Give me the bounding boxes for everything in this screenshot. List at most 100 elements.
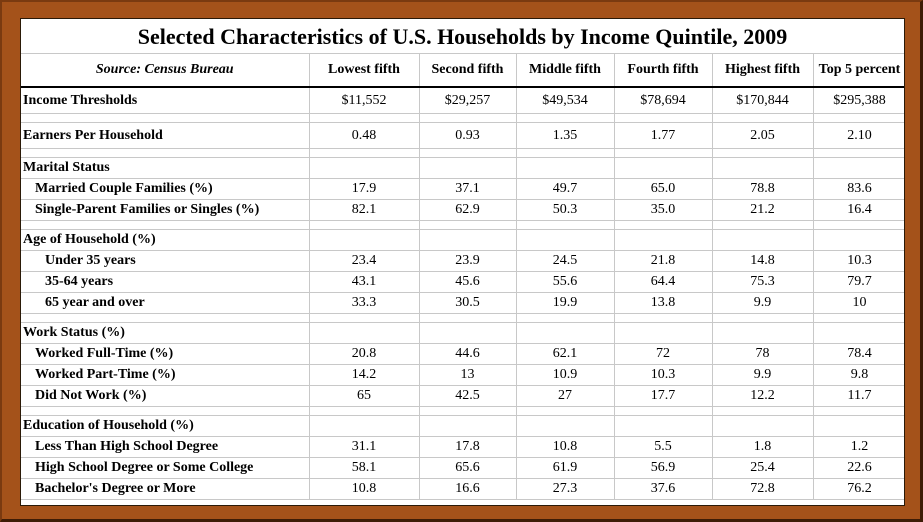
column-header: Middle fifth <box>516 53 615 88</box>
empty-cell <box>516 322 615 344</box>
spacer-cell <box>21 220 310 230</box>
cell-value: $295,388 <box>813 87 904 114</box>
empty-cell <box>309 157 420 179</box>
cell-value: 35.0 <box>614 199 713 221</box>
spacer-cell <box>419 313 517 323</box>
row-label: Married Couple Families (%) <box>21 178 310 200</box>
cell-value: 10.8 <box>516 436 615 458</box>
spacer-row <box>21 220 904 230</box>
empty-cell <box>813 229 904 251</box>
cell-value: 76.2 <box>813 478 904 500</box>
spacer-row <box>21 113 904 123</box>
spacer-cell <box>813 113 904 123</box>
source-label: Source: Census Bureau <box>21 53 310 88</box>
spacer-cell <box>712 220 814 230</box>
row-label: Worked Part-Time (%) <box>21 364 310 386</box>
table-title: Selected Characteristics of U.S. Househo… <box>21 19 904 54</box>
spacer-cell <box>21 313 310 323</box>
cell-value: 62.9 <box>419 199 517 221</box>
empty-cell <box>614 229 713 251</box>
empty-cell <box>614 157 713 179</box>
column-header: Top 5 percent <box>813 53 904 88</box>
spacer-cell <box>813 313 904 323</box>
cell-value: 78.8 <box>712 178 814 200</box>
section-label: Age of Household (%) <box>21 229 310 251</box>
spacer-cell <box>516 148 615 158</box>
spacer-cell <box>419 406 517 416</box>
cell-value: $49,534 <box>516 87 615 114</box>
cell-value: $29,257 <box>419 87 517 114</box>
cell-value: 10.9 <box>516 364 615 386</box>
cell-value: 1.2 <box>813 436 904 458</box>
cell-value: 45.6 <box>419 271 517 293</box>
empty-cell <box>516 229 615 251</box>
spacer-cell <box>309 113 420 123</box>
row-label: Bachelor's Degree or More <box>21 478 310 500</box>
spacer-cell <box>712 148 814 158</box>
cell-value: 0.48 <box>309 122 420 149</box>
cell-value: 13.8 <box>614 292 713 314</box>
table-row: Earners Per Household 0.48 0.93 1.35 1.77 2.0… <box>21 122 904 149</box>
cell-value: 65.6 <box>419 457 517 479</box>
spacer-row <box>21 148 904 158</box>
cell-value: 72 <box>614 343 713 365</box>
row-label: Income Thresholds <box>21 87 310 114</box>
section-row: Education of Household (%) <box>21 415 904 437</box>
cell-value: 65 <box>309 385 420 407</box>
spacer-row <box>21 406 904 416</box>
table-row: 65 year and over 33.3 30.5 19.9 13.8 9.9 10 <box>21 292 904 314</box>
cell-value: 10.8 <box>309 478 420 500</box>
cell-value: 33.3 <box>309 292 420 314</box>
cell-value: 9.9 <box>712 292 814 314</box>
row-label: 35-64 years <box>21 271 310 293</box>
spacer-cell <box>712 406 814 416</box>
cell-value: 55.6 <box>516 271 615 293</box>
row-label: Under 35 years <box>21 250 310 272</box>
table-row: High School Degree or Some College 58.1 65… <box>21 457 904 479</box>
spacer-cell <box>614 313 713 323</box>
empty-cell <box>614 415 713 437</box>
cell-value: $170,844 <box>712 87 814 114</box>
empty-cell <box>813 415 904 437</box>
empty-cell <box>516 415 615 437</box>
spacer-cell <box>419 148 517 158</box>
data-table: Source: Census Bureau Lowest fifth Second … <box>21 53 904 500</box>
spacer-cell <box>419 220 517 230</box>
cell-value: 16.6 <box>419 478 517 500</box>
empty-cell <box>712 229 814 251</box>
cell-value: 14.2 <box>309 364 420 386</box>
spacer-cell <box>516 313 615 323</box>
row-label: Single-Parent Families or Singles (%) <box>21 199 310 221</box>
cell-value: 65.0 <box>614 178 713 200</box>
spacer-cell <box>21 113 310 123</box>
row-label: Worked Full-Time (%) <box>21 343 310 365</box>
cell-value: $11,552 <box>309 87 420 114</box>
cell-value: 78.4 <box>813 343 904 365</box>
row-label: High School Degree or Some College <box>21 457 310 479</box>
cell-value: 1.77 <box>614 122 713 149</box>
column-header: Highest fifth <box>712 53 814 88</box>
spacer-cell <box>614 406 713 416</box>
column-header: Lowest fifth <box>309 53 420 88</box>
cell-value: 75.3 <box>712 271 814 293</box>
cell-value: 44.6 <box>419 343 517 365</box>
section-row: Work Status (%) <box>21 322 904 344</box>
cell-value: 23.4 <box>309 250 420 272</box>
spacer-cell <box>712 313 814 323</box>
cell-value: 42.5 <box>419 385 517 407</box>
cell-value: 9.9 <box>712 364 814 386</box>
cell-value: 25.4 <box>712 457 814 479</box>
spacer-cell <box>309 406 420 416</box>
cell-value: 9.8 <box>813 364 904 386</box>
section-label: Marital Status <box>21 157 310 179</box>
cell-value: 20.8 <box>309 343 420 365</box>
table-row: Worked Part-Time (%) 14.2 13 10.9 10.3 9.9 9.8 <box>21 364 904 386</box>
section-row: Age of Household (%) <box>21 229 904 251</box>
spacer-cell <box>614 113 713 123</box>
cell-value: 13 <box>419 364 517 386</box>
cell-value: 14.8 <box>712 250 814 272</box>
cell-value: 1.8 <box>712 436 814 458</box>
empty-cell <box>309 415 420 437</box>
cell-value: 2.10 <box>813 122 904 149</box>
cell-value: 31.1 <box>309 436 420 458</box>
